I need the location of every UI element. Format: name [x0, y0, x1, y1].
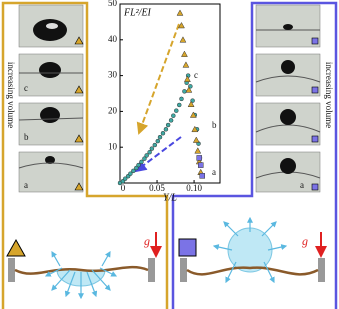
side-label: increasing volume — [324, 62, 334, 128]
point — [192, 136, 200, 143]
point — [155, 138, 161, 144]
point — [183, 75, 191, 82]
point — [165, 122, 171, 128]
point — [152, 142, 158, 148]
gravity-label: g — [302, 234, 308, 248]
point — [128, 171, 133, 176]
photo-label: c — [24, 83, 28, 93]
point — [139, 159, 144, 165]
annotation: c — [194, 70, 198, 80]
x-axis-label: Y/L — [163, 192, 177, 203]
y-tick-label: 40 — [108, 34, 118, 44]
point — [163, 127, 169, 132]
point — [176, 9, 184, 16]
point — [196, 155, 203, 161]
photo-label: b — [24, 132, 29, 142]
point — [171, 113, 176, 118]
gravity-label: g — [144, 234, 150, 248]
left-frame — [1, 1, 169, 309]
point — [189, 111, 197, 118]
point — [181, 50, 188, 57]
point — [157, 134, 163, 140]
x-tick-label: 0.10 — [186, 183, 202, 193]
point — [187, 100, 195, 107]
y-axis-label: FL²/EI — [123, 7, 152, 18]
point — [131, 168, 136, 174]
point — [197, 162, 204, 168]
point — [185, 86, 193, 93]
point — [194, 147, 202, 154]
right-frame — [171, 1, 338, 309]
photo-label: a — [300, 180, 304, 190]
loading-arrow — [134, 136, 182, 173]
right-diagram — [178, 216, 327, 284]
point — [147, 149, 152, 155]
left-photos — [18, 4, 84, 193]
y-tick-label: 20 — [108, 105, 118, 115]
annotation: a — [212, 167, 216, 177]
point — [168, 118, 174, 123]
point — [160, 130, 166, 136]
point — [144, 153, 149, 158]
photo-label: a — [24, 180, 28, 190]
plot-area — [119, 3, 221, 184]
y-tick-label: 30 — [108, 70, 118, 80]
point — [179, 96, 184, 102]
y-tick-label: 50 — [108, 0, 118, 8]
right-photos — [255, 4, 321, 193]
point — [122, 176, 128, 181]
point — [142, 156, 147, 161]
point — [177, 102, 182, 108]
point — [191, 125, 199, 133]
left-diagram — [6, 232, 162, 300]
annotation: b — [212, 120, 217, 130]
point — [182, 61, 190, 68]
point — [149, 146, 155, 151]
point — [179, 36, 187, 43]
side-label: increasing volume — [6, 62, 16, 128]
plot: 10 20 30 40 50 0 0.05 0.10 c b a — [108, 0, 217, 193]
x-tick-label: 0 — [121, 183, 126, 193]
y-tick-label: 10 — [108, 141, 118, 151]
point — [199, 173, 205, 179]
point — [136, 162, 141, 168]
point — [174, 108, 179, 113]
x-tick-label: 0.05 — [149, 183, 165, 193]
point — [182, 89, 187, 94]
unloading-arrow — [136, 23, 180, 135]
point — [178, 21, 185, 29]
